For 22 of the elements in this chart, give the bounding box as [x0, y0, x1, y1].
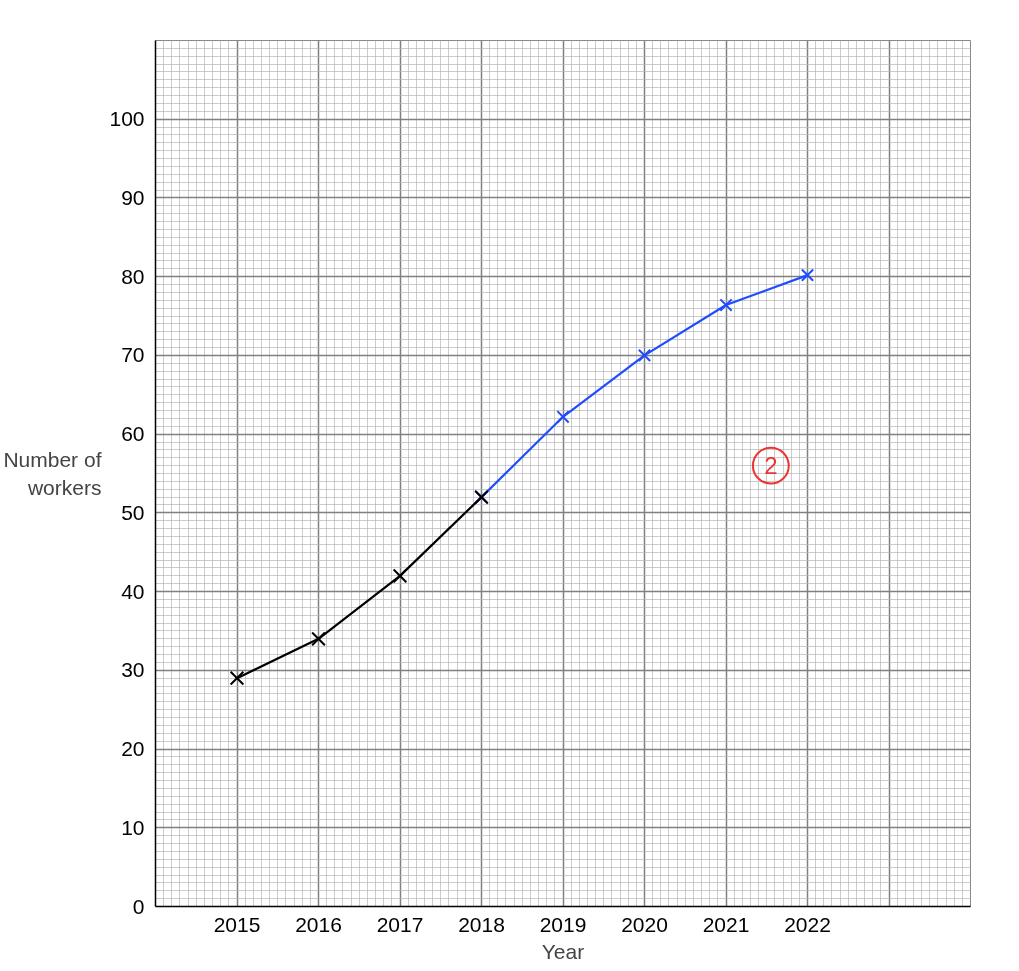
y-tick-label: 60: [121, 422, 145, 446]
x-tick-label: 2018: [458, 912, 505, 936]
x-tick-label: 2015: [213, 912, 261, 936]
y-tick-label: 40: [121, 579, 145, 603]
x-tick-label: 2020: [621, 912, 668, 936]
x-tick-label: 2016: [295, 912, 342, 936]
y-tick-label: 10: [121, 815, 145, 839]
x-tick-label: 2019: [539, 912, 587, 936]
y-tick-label: 80: [121, 264, 145, 288]
y-tick-label: 100: [109, 107, 145, 131]
y-tick-label: 30: [121, 658, 145, 682]
y-tick-label: 90: [121, 185, 145, 209]
y-tick-label: 50: [121, 500, 145, 524]
x-tick-label: 2021: [702, 912, 750, 936]
x-tick-label: 2017: [376, 912, 424, 936]
y-tick-label: 0: [132, 894, 145, 918]
annotation: 2: [764, 452, 778, 480]
y-axis-title: Number of workers: [3, 448, 102, 499]
x-axis-title: Year: [541, 939, 585, 963]
y-tick-label: 20: [121, 737, 145, 761]
y-tick-label: 70: [121, 343, 145, 367]
x-tick-label: 2022: [784, 912, 831, 936]
